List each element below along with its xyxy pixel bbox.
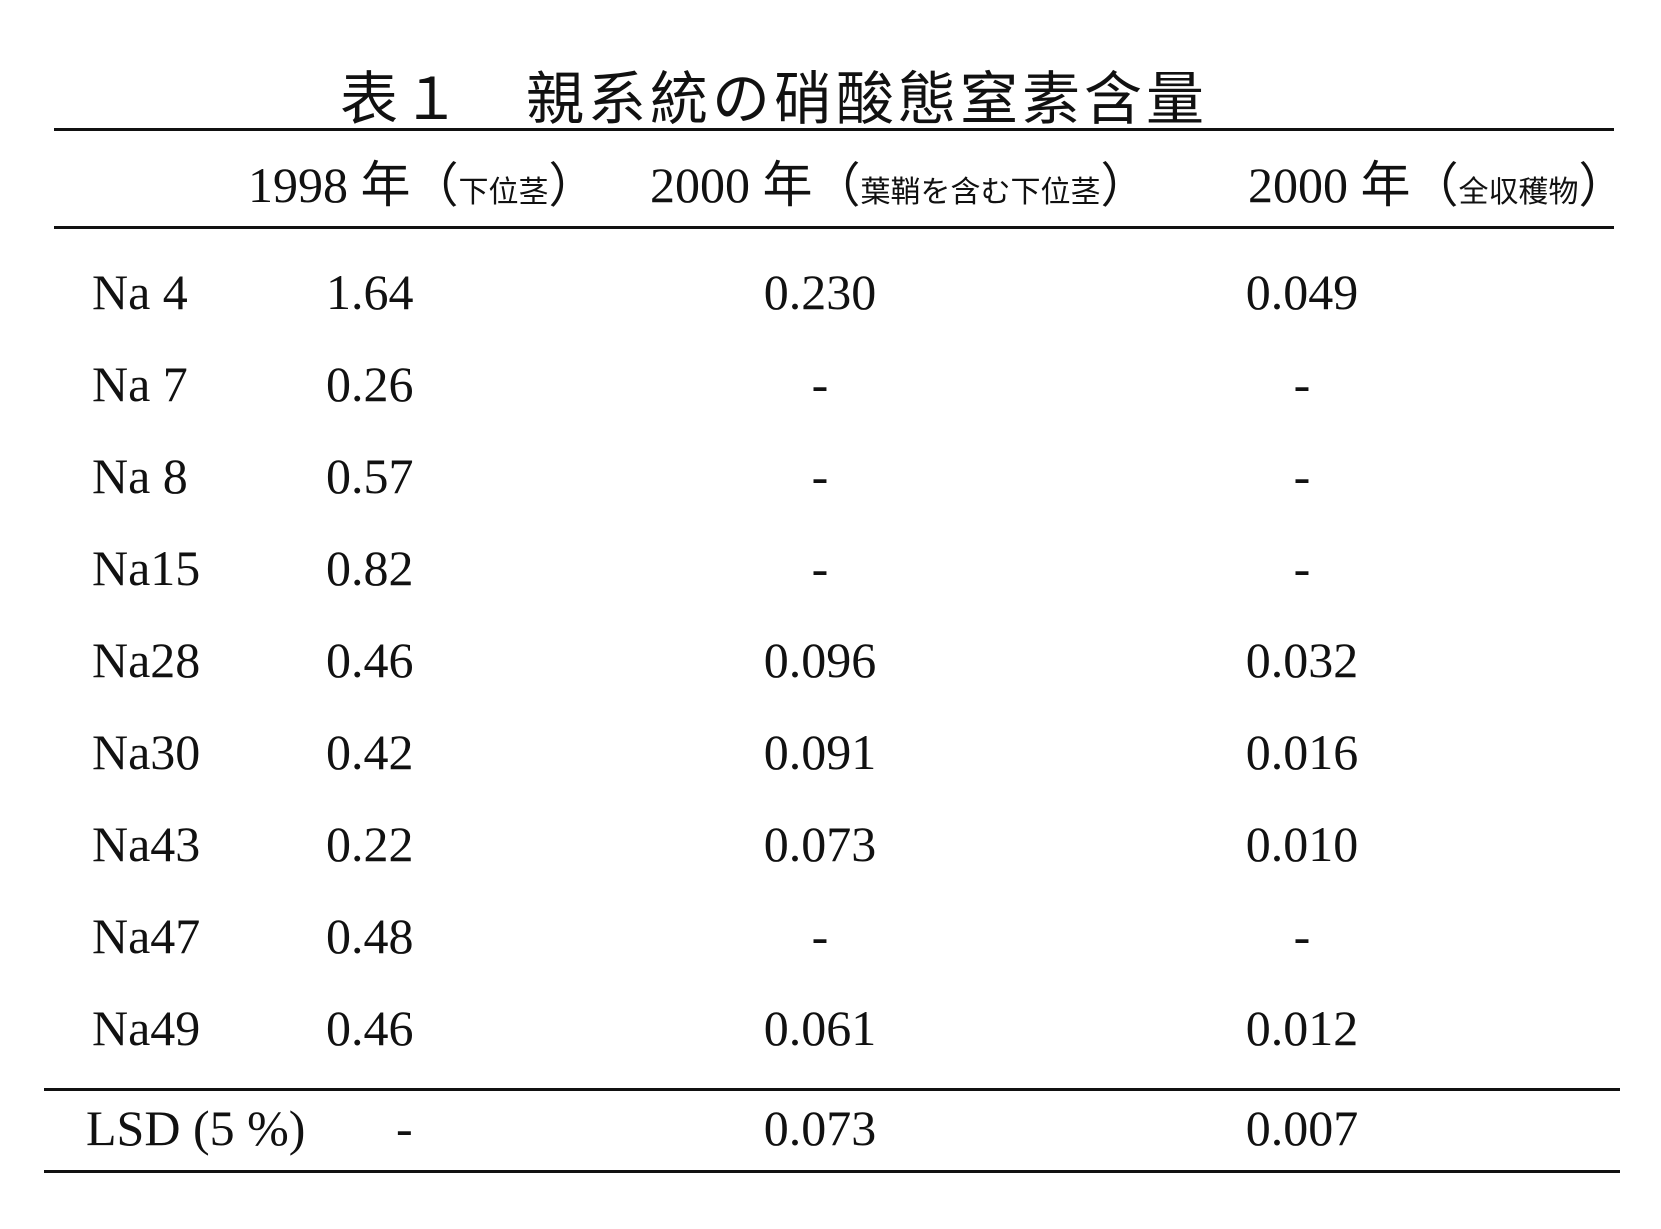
value-2000-total: 0.032 [1245, 632, 1359, 688]
value-1998: - [396, 1100, 413, 1156]
value-2000-total: 0.016 [1245, 724, 1359, 780]
paren-close: ） [1578, 160, 1627, 213]
column-header-sub: 葉鞘を含む下位茎 [860, 176, 1101, 209]
value-2000-total: - [1293, 448, 1311, 504]
value-2000-stem: 0.230 [763, 264, 877, 320]
value-2000-total: 0.012 [1245, 1000, 1359, 1056]
paren-open: （ [410, 160, 459, 213]
value-2000-total: 0.049 [1245, 264, 1359, 320]
column-header-1998: 1998 年（下位茎） [248, 160, 597, 211]
line-name: Na43 [92, 816, 201, 872]
value-2000-total: - [1293, 356, 1311, 412]
table-title: 表１ 親系統の硝酸態窒素含量 [340, 67, 1209, 132]
table-row: Na28 0.46 0.096 0.032 [0, 630, 1661, 690]
value-1998: 1.64 [326, 264, 414, 320]
value-1998: 0.22 [326, 816, 414, 872]
lsd-rule [44, 1088, 1620, 1091]
line-name: Na28 [92, 632, 201, 688]
paren-close: ） [1100, 160, 1149, 213]
value-2000-stem: 0.061 [763, 1000, 877, 1056]
value-2000-stem: - [811, 540, 829, 596]
line-name: Na 4 [92, 264, 188, 320]
value-1998: 0.82 [326, 540, 414, 596]
column-header-sub: 全収穫物 [1458, 176, 1579, 209]
value-1998: 0.46 [326, 1000, 414, 1056]
table-row: Na 4 1.64 0.230 0.049 [0, 262, 1661, 322]
table-row: Na49 0.46 0.061 0.012 [0, 998, 1661, 1058]
line-name: Na 7 [92, 356, 188, 412]
line-name: Na30 [92, 724, 201, 780]
value-2000-stem: - [811, 908, 829, 964]
lsd-label: LSD (5 %) [86, 1100, 306, 1156]
column-header-2000-total: 2000 年（全収穫物） [1248, 160, 1627, 211]
value-2000-stem: 0.073 [763, 1100, 877, 1156]
value-2000-total: - [1293, 908, 1311, 964]
lsd-row: LSD (5 %) - 0.073 0.007 [0, 1098, 1661, 1158]
value-2000-stem: 0.096 [763, 632, 877, 688]
value-1998: 0.26 [326, 356, 414, 412]
table-row: Na43 0.22 0.073 0.010 [0, 814, 1661, 874]
value-2000-stem: - [811, 448, 829, 504]
paren-open: （ [812, 160, 861, 213]
value-2000-stem: 0.073 [763, 816, 877, 872]
column-header-2000-stem: 2000 年（葉鞘を含む下位茎） [650, 160, 1149, 211]
column-header-year: 2000 年 [1248, 157, 1411, 213]
top-rule [54, 128, 1614, 131]
column-header-year: 2000 年 [650, 157, 813, 213]
table-row: Na15 0.82 - - [0, 538, 1661, 598]
line-name: Na15 [92, 540, 201, 596]
value-1998: 0.42 [326, 724, 414, 780]
line-name: Na47 [92, 908, 201, 964]
paren-open: （ [1410, 160, 1459, 213]
value-2000-stem: 0.091 [763, 724, 877, 780]
line-name: Na 8 [92, 448, 188, 504]
value-2000-stem: - [811, 356, 829, 412]
column-header-year: 1998 年 [248, 157, 411, 213]
table-row: Na47 0.48 - - [0, 906, 1661, 966]
value-2000-total: 0.007 [1245, 1100, 1359, 1156]
paren-close: ） [548, 160, 597, 213]
value-2000-total: - [1293, 540, 1311, 596]
table-row: Na 8 0.57 - - [0, 446, 1661, 506]
table-row: Na30 0.42 0.091 0.016 [0, 722, 1661, 782]
value-2000-total: 0.010 [1245, 816, 1359, 872]
value-1998: 0.57 [326, 448, 414, 504]
value-1998: 0.46 [326, 632, 414, 688]
column-header-sub: 下位茎 [458, 176, 549, 209]
value-1998: 0.48 [326, 908, 414, 964]
table-row: Na 7 0.26 - - [0, 354, 1661, 414]
bottom-rule [44, 1170, 1620, 1173]
line-name: Na49 [92, 1000, 201, 1056]
header-rule [54, 226, 1614, 229]
